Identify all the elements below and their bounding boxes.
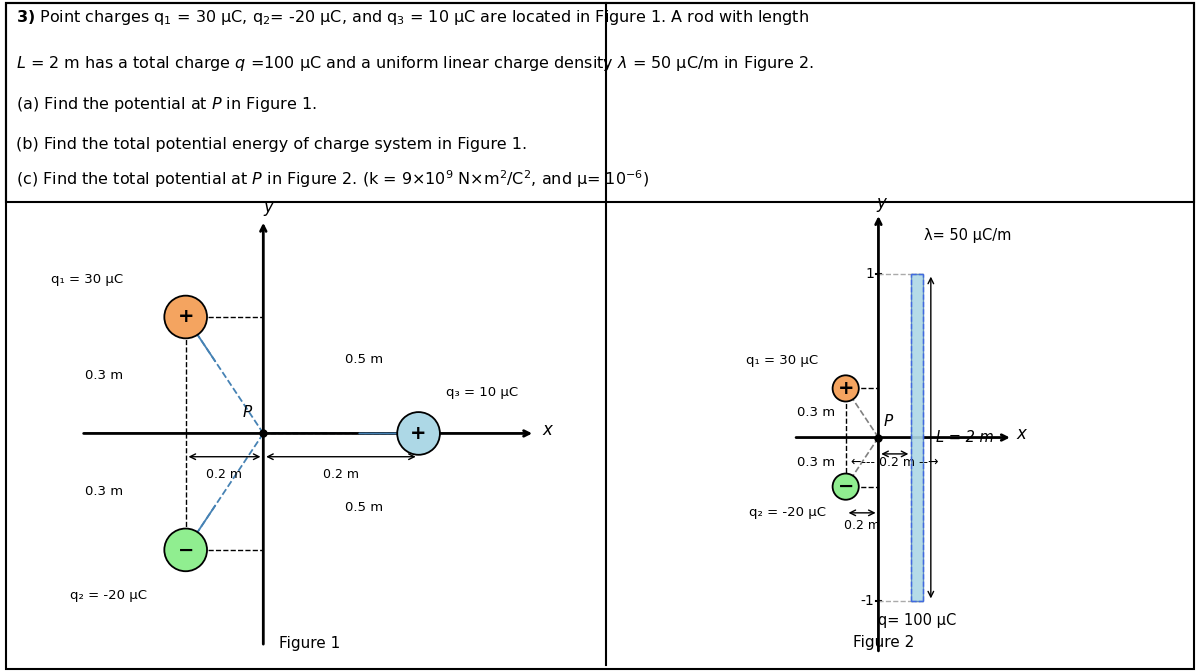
Text: −: − — [838, 477, 854, 496]
Circle shape — [164, 529, 208, 571]
Text: 0.5 m: 0.5 m — [346, 501, 383, 513]
Text: x: x — [542, 421, 553, 439]
Text: +: + — [838, 379, 854, 398]
Text: y: y — [876, 194, 886, 212]
Bar — [911, 274, 923, 601]
Text: q₃ = 10 μC: q₃ = 10 μC — [445, 386, 518, 398]
Text: q₂ = -20 μC: q₂ = -20 μC — [749, 506, 826, 519]
Text: 0.3 m: 0.3 m — [797, 407, 835, 419]
Text: (a) Find the potential at $P$ in Figure 1.: (a) Find the potential at $P$ in Figure … — [16, 95, 316, 114]
Text: 0.3 m: 0.3 m — [85, 369, 122, 382]
Text: q₁ = 30 μC: q₁ = 30 μC — [745, 354, 818, 367]
Text: P: P — [883, 415, 893, 429]
Text: 0.3 m: 0.3 m — [797, 456, 835, 468]
Text: (b) Find the total potential energy of charge system in Figure 1.: (b) Find the total potential energy of c… — [16, 137, 527, 152]
Text: 0.2 m: 0.2 m — [206, 468, 242, 481]
Text: 1: 1 — [865, 267, 875, 281]
Text: 0.2 m: 0.2 m — [844, 519, 880, 532]
Text: P: P — [242, 405, 252, 420]
Text: (c) Find the total potential at $P$ in Figure 2. (k = 9×10$^9$ N×m$^2$/C$^2$, an: (c) Find the total potential at $P$ in F… — [16, 168, 649, 190]
Text: Figure 2: Figure 2 — [853, 635, 914, 650]
Text: $\mathbf{3)}$ Point charges q$_1$ = 30 μC, q$_2$= -20 μC, and q$_3$ = 10 μC are : $\mathbf{3)}$ Point charges q$_1$ = 30 μ… — [16, 8, 809, 27]
Circle shape — [397, 412, 440, 455]
Text: Figure 1: Figure 1 — [280, 636, 341, 650]
Text: +: + — [410, 424, 427, 443]
Circle shape — [164, 296, 208, 338]
Text: y: y — [263, 198, 272, 216]
Text: 0.3 m: 0.3 m — [85, 485, 122, 498]
Circle shape — [833, 376, 859, 401]
Text: q₁ = 30 μC: q₁ = 30 μC — [52, 273, 124, 286]
Text: −: − — [178, 540, 194, 559]
Circle shape — [833, 474, 859, 500]
Text: q= 100 μC: q= 100 μC — [877, 613, 956, 628]
Text: λ= 50 μC/m: λ= 50 μC/m — [924, 228, 1012, 243]
Text: -1: -1 — [860, 594, 875, 608]
Text: +: + — [178, 308, 194, 327]
Text: ←--- 0.2 m --→: ←--- 0.2 m --→ — [851, 456, 938, 468]
Text: x: x — [1016, 425, 1026, 444]
Text: q₂ = -20 μC: q₂ = -20 μC — [70, 589, 146, 601]
Text: $L$ = 2 m has a total charge $q$ =100 μC and a uniform linear charge density $\l: $L$ = 2 m has a total charge $q$ =100 μC… — [16, 54, 814, 73]
Text: 0.2 m: 0.2 m — [323, 468, 359, 481]
Text: 0.5 m: 0.5 m — [346, 353, 383, 366]
Text: L = 2 m: L = 2 m — [936, 430, 994, 445]
